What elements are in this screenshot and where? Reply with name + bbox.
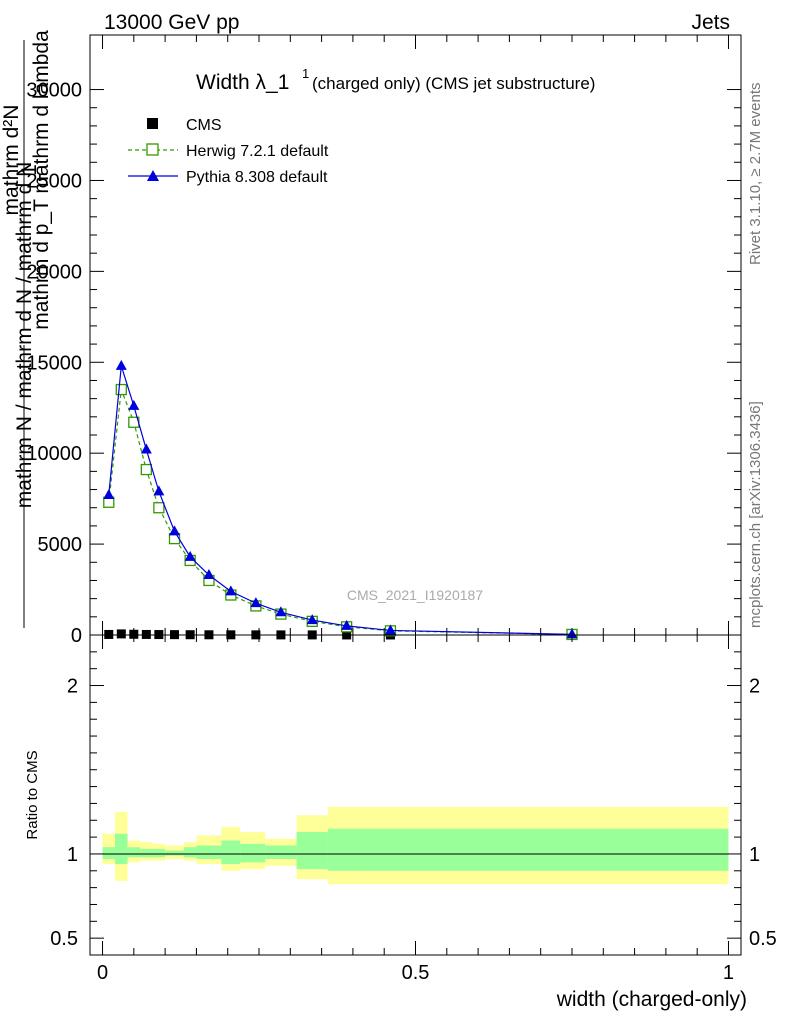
legend-pythia-label: Pythia 8.308 default bbox=[186, 169, 328, 186]
chart-title-main: Width λ_1 bbox=[196, 71, 289, 94]
ratio-tick-labels: 0.5 0.5 1 1 2 2 0 0.5 1 bbox=[50, 676, 777, 984]
ratio-band-inner bbox=[415, 828, 729, 871]
ratio-y-tick-label: 0.5 bbox=[50, 928, 78, 950]
ratio-y-tick-label: 1 bbox=[67, 844, 78, 866]
main-y-tick-label: 30000 bbox=[26, 80, 82, 102]
ratio-band-inner bbox=[196, 845, 222, 859]
main-y-tick-label: 0 bbox=[71, 625, 82, 647]
pythia-point bbox=[153, 485, 165, 496]
main-y-axis-label-num: mathrm d²N bbox=[0, 105, 23, 216]
ratio-ticks bbox=[90, 635, 741, 955]
ratio-band-inner bbox=[327, 828, 366, 871]
ylabel-prefix-den: mathrm N / mathrm d N / mathrm d N bbox=[13, 162, 36, 509]
x-axis-label: width (charged-only) bbox=[556, 988, 747, 1011]
legend-herwig-marker bbox=[146, 143, 159, 156]
main-y-tick-label: 20000 bbox=[26, 261, 82, 283]
herwig-point bbox=[115, 383, 127, 396]
pythia-point bbox=[203, 569, 215, 579]
main-y-tick-label: 15000 bbox=[26, 352, 82, 374]
ratio-band-inner bbox=[127, 847, 141, 858]
legend-herwig-label: Herwig 7.2.1 default bbox=[186, 143, 329, 160]
pythia-point bbox=[140, 443, 152, 454]
cms-point bbox=[116, 629, 126, 639]
pythia-point bbox=[184, 550, 196, 561]
svg-text:Rivet 3.1.10, ≥ 2.7M events: Rivet 3.1.10, ≥ 2.7M events bbox=[747, 83, 764, 266]
ylabel-prefix-num: 1 bbox=[18, 164, 41, 176]
legend: CMS Herwig 7.2.1 default Pythia 8.308 de… bbox=[128, 117, 329, 186]
pythia-point bbox=[566, 628, 578, 639]
ylabel-den: mathrm d p_T mathrm d lambda bbox=[30, 30, 53, 330]
ratio-y-tick-label: 2 bbox=[67, 676, 78, 698]
ratio-frame bbox=[89, 634, 742, 956]
source-label: mcplots.cern.ch [arXiv:1306.3436] bbox=[747, 401, 764, 628]
watermark: CMS_2021_I1920187 bbox=[347, 587, 483, 603]
ratio-band-inner bbox=[296, 832, 328, 870]
chart-title-rest: (charged only) (CMS jet substructure) bbox=[312, 74, 595, 93]
legend-cms-label: CMS bbox=[186, 117, 222, 134]
ratio-y-tick-label-right: 0.5 bbox=[749, 928, 777, 950]
main-y-axis-label-den: mathrm d p_T mathrm d lambda bbox=[30, 30, 53, 330]
svg-text:mcplots.cern.ch [arXiv:1306.34: mcplots.cern.ch [arXiv:1306.3436] bbox=[747, 401, 764, 628]
x-tick-label: 1 bbox=[723, 962, 734, 984]
ratio-y-tick-label-right: 1 bbox=[749, 844, 760, 866]
pythia-point bbox=[103, 489, 115, 499]
main-series bbox=[103, 359, 578, 641]
x-tick-label: 0 bbox=[97, 962, 108, 984]
ratio-band-inner bbox=[152, 848, 166, 858]
pythia-point bbox=[384, 624, 396, 635]
category-label: Jets bbox=[691, 11, 730, 34]
ratio-band-inner bbox=[265, 845, 297, 859]
main-y-tick-label: 10000 bbox=[26, 443, 82, 465]
ratio-band-inner bbox=[183, 847, 197, 858]
ratio-bands bbox=[102, 806, 729, 885]
svg-text:Ratio to CMS: Ratio to CMS bbox=[24, 750, 41, 839]
herwig-point bbox=[153, 502, 165, 514]
legend-cms-marker bbox=[147, 118, 158, 129]
ratio-band-inner bbox=[102, 847, 116, 859]
rivet-label: Rivet 3.1.10, ≥ 2.7M events bbox=[747, 83, 764, 266]
pythia-point bbox=[128, 399, 140, 410]
ratio-band-inner bbox=[240, 843, 266, 863]
ratio-y-tick-label-right: 2 bbox=[749, 676, 760, 698]
pythia-point bbox=[115, 359, 127, 370]
pythia-line bbox=[108, 365, 573, 635]
pythia-point bbox=[250, 597, 262, 608]
ratio-band-inner bbox=[165, 850, 184, 856]
pythia-point bbox=[341, 619, 353, 630]
ratio-band-inner bbox=[365, 828, 416, 871]
cms-point bbox=[104, 629, 114, 639]
herwig-line bbox=[108, 389, 573, 636]
herwig-point bbox=[140, 463, 152, 476]
cms-point bbox=[141, 629, 151, 639]
legend-pythia-marker bbox=[147, 170, 159, 181]
ylabel-num: mathrm d²N bbox=[0, 105, 23, 216]
x-tick-label: 0.5 bbox=[402, 962, 430, 984]
ratio-band-inner bbox=[221, 840, 241, 865]
main-y-tick-label: 5000 bbox=[38, 534, 83, 556]
main-y-tick-labels: 0 5000 10000 15000 20000 25000 30000 bbox=[26, 80, 82, 647]
energy-label: 13000 GeV pp bbox=[104, 11, 239, 34]
ratio-y-axis-label: Ratio to CMS bbox=[24, 750, 41, 839]
ratio-panel: 0.5 0.5 1 1 2 2 0 0.5 1 Ratio to CMS width (char… bbox=[24, 634, 777, 1011]
main-panel: 0 5000 10000 15000 20000 25000 30000 CMS_2021_… bbox=[0, 30, 742, 647]
pythia-point bbox=[306, 614, 318, 625]
chart-title-sup: 1 bbox=[302, 66, 309, 81]
ratio-band-inner bbox=[115, 833, 128, 865]
main-y-axis-label: 1 mathrm N / mathrm d N / mathrm d N bbox=[13, 162, 41, 509]
pythia-point bbox=[169, 525, 181, 536]
pythia-point bbox=[225, 585, 237, 596]
pythia-point bbox=[275, 606, 287, 617]
ratio-band-inner bbox=[140, 848, 153, 858]
cms-point bbox=[129, 629, 139, 639]
main-y-tick-label: 25000 bbox=[26, 170, 82, 192]
